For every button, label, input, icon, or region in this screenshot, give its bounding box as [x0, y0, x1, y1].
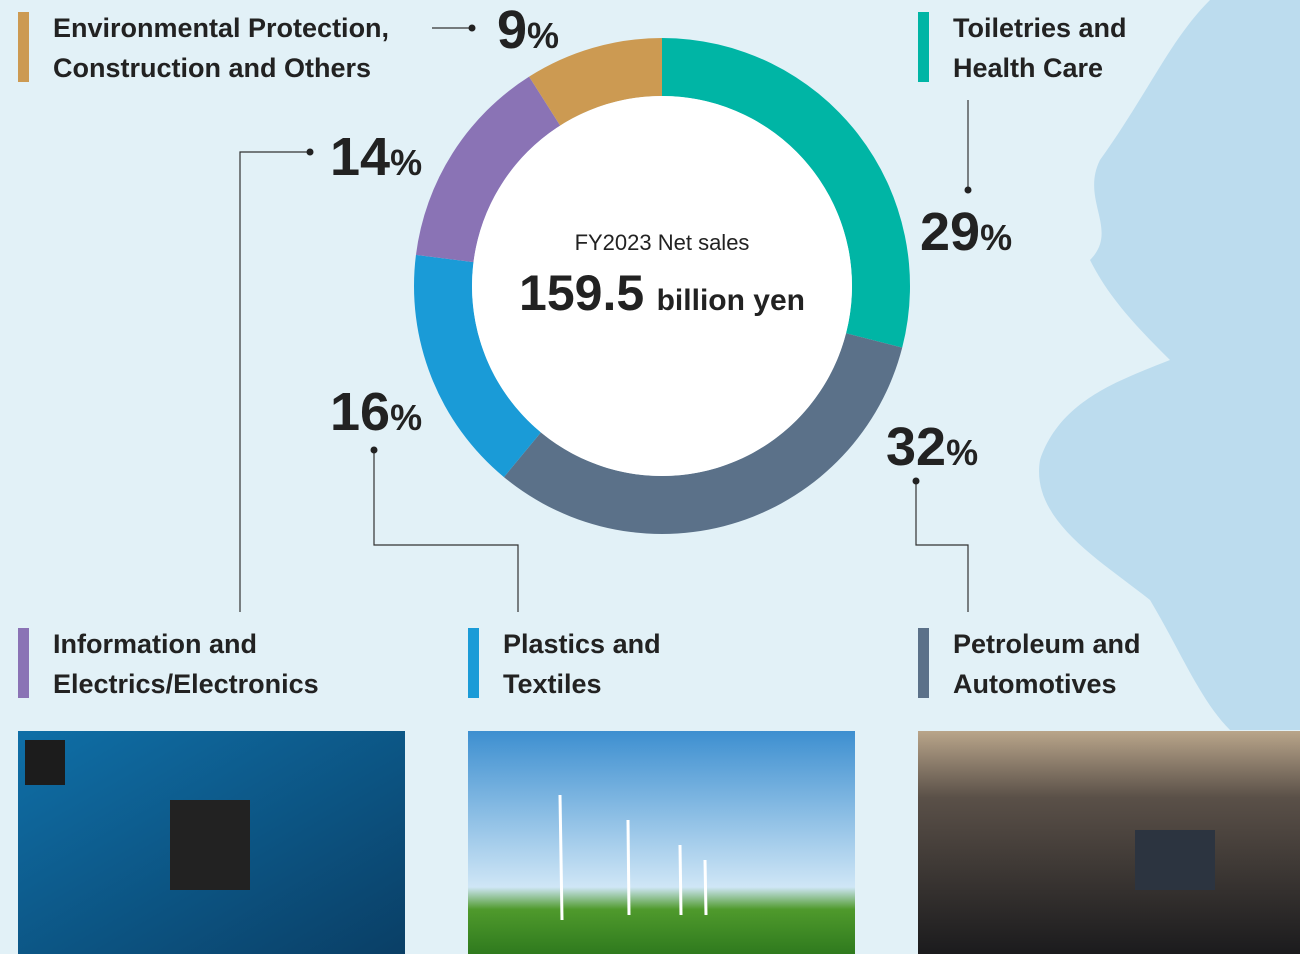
category-color-bar	[468, 628, 479, 698]
category-label: Toiletries and Health Care	[918, 8, 1158, 88]
value-label: 29%	[920, 202, 1012, 262]
category-text: Plastics and Textiles	[503, 629, 661, 699]
value-unit: %	[390, 397, 422, 438]
category-label: Petroleum and Automotives	[918, 624, 1158, 704]
category-label: Environmental Protection, Construction a…	[18, 8, 408, 88]
value-number: 29	[920, 202, 980, 262]
value-label: 14%	[330, 127, 422, 187]
value-number: 9	[497, 0, 527, 60]
category-label: Plastics and Textiles	[468, 624, 678, 704]
category-color-bar	[18, 12, 29, 82]
photos	[18, 731, 1300, 954]
page: FY2023 Net sales 159.5 billion yen 29%32…	[0, 0, 1300, 954]
category-color-bar	[918, 628, 929, 698]
value-number: 14	[330, 127, 390, 187]
chart: FY2023 Net sales 159.5 billion yen 29%32…	[0, 0, 1300, 954]
category-color-bar	[18, 628, 29, 698]
category-color-bar	[918, 12, 929, 82]
value-unit: %	[980, 217, 1012, 258]
category-text: Toiletries and Health Care	[953, 13, 1127, 83]
value-number: 16	[330, 382, 390, 442]
category-text: Environmental Protection, Construction a…	[53, 13, 389, 83]
value-unit: %	[527, 15, 559, 56]
category-text: Information and Electrics/Electronics	[53, 629, 319, 699]
value-unit: %	[390, 142, 422, 183]
value-label: 32%	[886, 417, 978, 477]
category-text: Petroleum and Automotives	[953, 629, 1141, 699]
value-label: 9%	[497, 0, 559, 60]
value-label: 16%	[330, 382, 422, 442]
total-value: 159.5	[519, 265, 644, 321]
value-unit: %	[946, 432, 978, 473]
center-title: FY2023 Net sales	[575, 230, 750, 255]
category-label: Information and Electrics/Electronics	[18, 624, 348, 704]
value-number: 32	[886, 417, 946, 477]
total-unit: billion yen	[657, 284, 805, 317]
background-map	[1039, 0, 1300, 730]
